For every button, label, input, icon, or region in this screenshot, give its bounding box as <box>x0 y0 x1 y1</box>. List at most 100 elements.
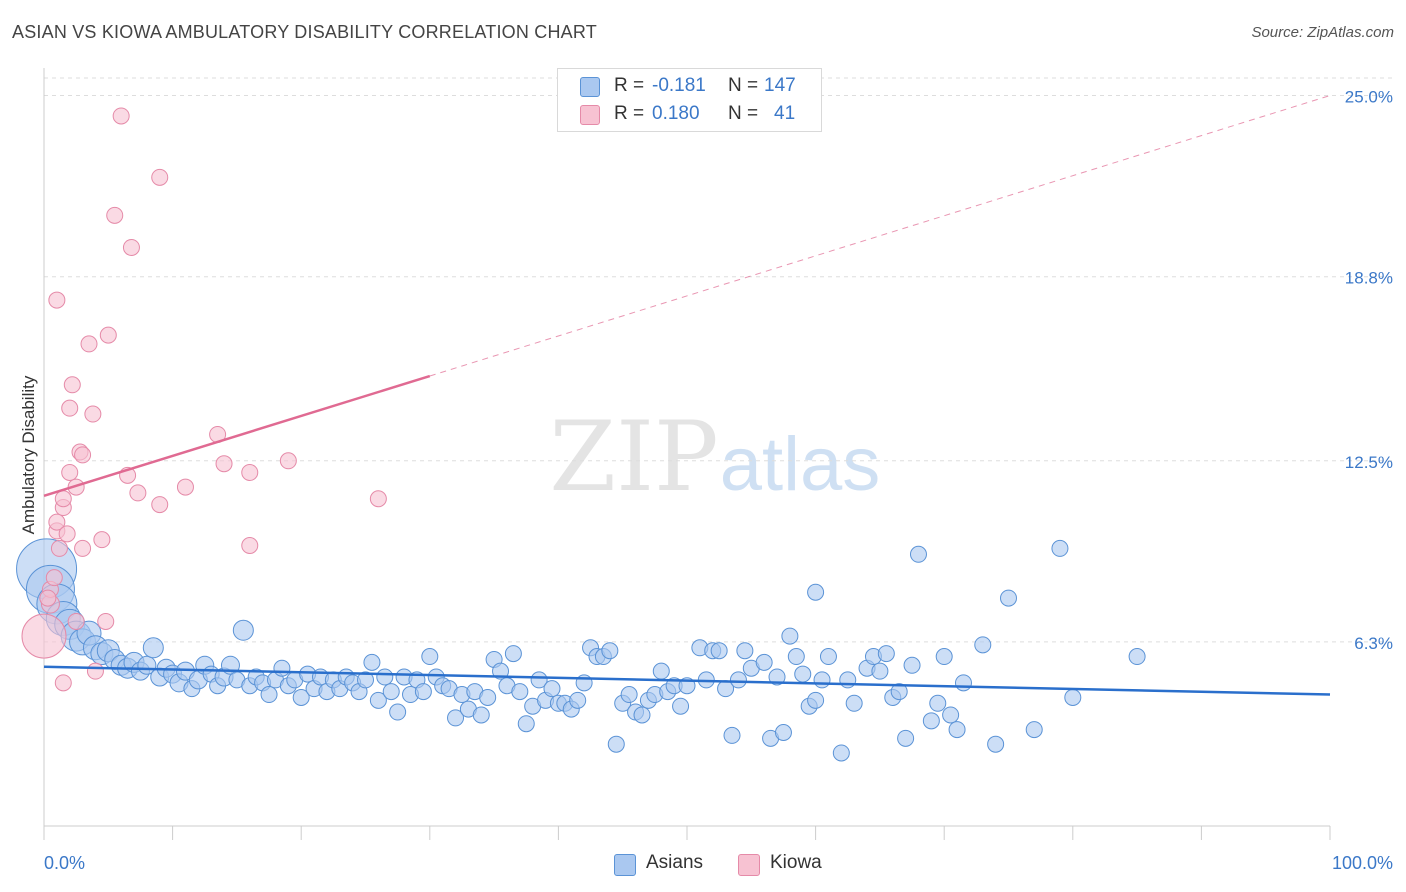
asian-point <box>813 671 831 689</box>
bottom-legend-label-kiowa: Kiowa <box>770 852 822 873</box>
asian-point <box>877 645 895 663</box>
asian-point <box>807 583 825 601</box>
asian-point <box>369 691 387 709</box>
y-tick-label: 12.5% <box>1345 453 1393 472</box>
asian-point <box>1064 688 1082 706</box>
kiowa-point <box>151 168 169 186</box>
asian-point <box>954 674 972 692</box>
asian-point <box>357 671 374 689</box>
kiowa-point <box>61 399 79 417</box>
asian-point <box>987 735 1005 753</box>
bottom-legend-swatch-asian <box>614 854 636 876</box>
kiowa-point <box>50 539 68 557</box>
kiowa-point <box>74 539 92 557</box>
legend-kiowa-r-label: R = <box>614 103 645 124</box>
asian-point <box>935 648 953 666</box>
asian-point <box>569 691 587 709</box>
asian-point <box>1128 648 1146 666</box>
asian-point <box>620 686 638 704</box>
asian-point <box>652 662 670 680</box>
asian-point <box>832 744 850 762</box>
legend-swatch-kiowa <box>580 105 600 125</box>
kiowa-point <box>241 463 259 481</box>
asian-point <box>672 697 690 715</box>
asian-point <box>774 724 792 741</box>
watermark-atlas: atlas <box>720 422 881 507</box>
asian-point <box>601 642 619 660</box>
asian-point <box>736 642 754 660</box>
asian-point <box>755 653 773 671</box>
kiowa-point <box>74 446 92 464</box>
asian-point <box>1051 539 1069 557</box>
asian-point <box>389 703 407 721</box>
kiowa-point <box>63 376 81 394</box>
legend-kiowa-r-value: 0.180 <box>652 103 700 124</box>
legend-swatch-asian <box>580 77 600 97</box>
kiowa-point <box>84 405 102 423</box>
asian-point <box>909 545 927 563</box>
asian-point <box>890 683 908 701</box>
chart-title: ASIAN VS KIOWA AMBULATORY DISABILITY COR… <box>12 22 597 42</box>
asian-point <box>1000 589 1017 607</box>
asian-point <box>723 726 741 744</box>
asian-point <box>839 671 857 689</box>
kiowa-point <box>48 513 66 531</box>
asian-point <box>543 680 561 698</box>
kiowa-point <box>176 478 194 496</box>
asian-point <box>292 688 310 706</box>
kiowa-point <box>93 531 111 549</box>
y-tick-label: 25.0% <box>1345 88 1393 107</box>
kiowa-point <box>151 496 169 514</box>
kiowa-point <box>97 612 115 630</box>
kiowa-point <box>86 662 104 680</box>
kiowa-point <box>58 525 76 543</box>
asian-point <box>479 688 497 706</box>
kiowa-point <box>215 455 233 473</box>
asian-point <box>942 706 960 724</box>
asian-point <box>232 619 254 641</box>
asian-point <box>929 694 947 712</box>
legend-kiowa-n-label: N = <box>728 103 759 124</box>
asian-point <box>382 683 400 701</box>
kiowa-point <box>369 490 387 508</box>
asian-point <box>414 683 432 701</box>
asian-point <box>517 715 535 733</box>
kiowa-point <box>21 613 67 659</box>
y-axis-label: Ambulatory Disability <box>19 375 38 534</box>
asian-point <box>504 645 522 663</box>
x-tick-label-min: 0.0% <box>44 853 85 873</box>
asian-point <box>903 656 921 674</box>
asian-point <box>142 637 164 659</box>
asian-point <box>794 665 812 683</box>
kiowa-point <box>129 484 147 502</box>
asian-point <box>871 662 889 680</box>
asian-point <box>781 627 799 645</box>
legend-asian-n-label: N = <box>728 75 759 96</box>
stats-legend: R = -0.181 N = 147 R = 0.180 N = 41 <box>557 68 822 132</box>
y-tick-label: 6.3% <box>1354 634 1393 653</box>
asian-trend-line <box>43 665 1331 696</box>
kiowa-point <box>99 326 117 344</box>
y-tick-label: 18.8% <box>1345 269 1393 288</box>
watermark-zip: ZIP <box>549 401 718 513</box>
kiowa-point <box>39 589 57 607</box>
asian-point <box>260 686 278 704</box>
source-label: Source: ZipAtlas.com <box>1251 24 1394 41</box>
kiowa-point <box>54 674 72 692</box>
kiowa-point <box>241 537 259 554</box>
asian-point <box>807 691 825 709</box>
asian-point <box>472 706 490 724</box>
asian-point <box>845 694 863 712</box>
legend-asian-n-value: 147 <box>764 75 796 96</box>
kiowa-point <box>80 335 98 353</box>
kiowa-trend-line-extended <box>429 95 1331 377</box>
kiowa-point <box>112 107 130 125</box>
legend-asian-r-label: R = <box>614 75 645 96</box>
asian-point <box>922 712 940 730</box>
asian-point <box>787 648 805 666</box>
asian-point <box>768 668 786 686</box>
asian-point <box>363 653 381 671</box>
asian-point <box>376 668 394 686</box>
asian-point <box>948 721 966 739</box>
